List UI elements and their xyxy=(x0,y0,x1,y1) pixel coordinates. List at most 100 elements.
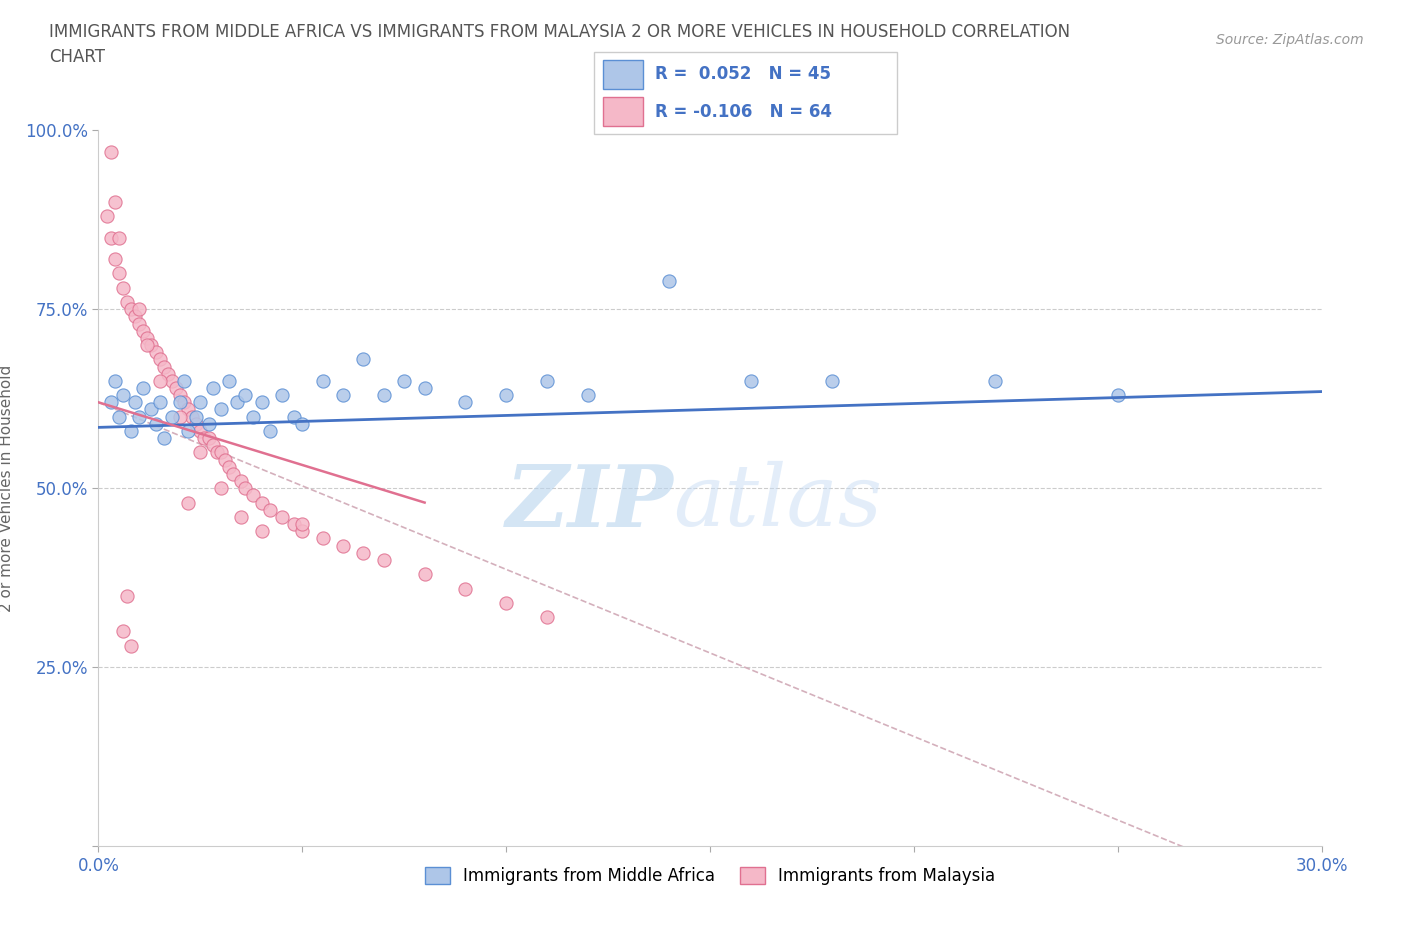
Point xyxy=(201,380,224,395)
Point xyxy=(132,324,155,339)
Point xyxy=(115,295,138,310)
Point xyxy=(145,345,167,360)
Point xyxy=(111,388,134,403)
Point xyxy=(242,409,264,424)
Point xyxy=(128,302,150,317)
Point xyxy=(188,445,212,460)
Text: R = -0.106   N = 64: R = -0.106 N = 64 xyxy=(655,103,832,121)
Point xyxy=(201,438,224,453)
Point xyxy=(209,402,232,417)
Point xyxy=(108,231,131,246)
Point xyxy=(283,517,305,532)
Point xyxy=(222,467,245,482)
Point xyxy=(165,380,187,395)
Point xyxy=(177,423,200,438)
Point xyxy=(352,545,374,560)
Text: Source: ZipAtlas.com: Source: ZipAtlas.com xyxy=(1216,33,1364,46)
Point xyxy=(152,431,174,445)
Text: R =  0.052   N = 45: R = 0.052 N = 45 xyxy=(655,65,831,83)
Bar xyxy=(603,60,643,89)
Point xyxy=(214,452,236,467)
Point xyxy=(104,252,127,267)
Point xyxy=(209,481,232,496)
Point xyxy=(413,566,436,581)
Point xyxy=(270,510,294,525)
Point xyxy=(169,395,191,410)
Point xyxy=(205,445,228,460)
Point xyxy=(173,374,195,389)
Point xyxy=(291,517,314,532)
Point xyxy=(259,423,281,438)
Point xyxy=(160,409,183,424)
Point xyxy=(149,352,172,366)
Point xyxy=(128,409,150,424)
Point xyxy=(291,417,314,432)
FancyBboxPatch shape xyxy=(593,52,897,134)
Point xyxy=(242,488,264,503)
Point xyxy=(96,208,118,223)
Point xyxy=(250,395,273,410)
Point xyxy=(332,538,354,553)
Point xyxy=(352,352,374,366)
Point xyxy=(312,531,335,546)
Bar xyxy=(603,98,643,126)
Point xyxy=(821,374,844,389)
Point xyxy=(120,302,142,317)
Point xyxy=(312,374,335,389)
Point xyxy=(111,624,134,639)
Point xyxy=(100,231,122,246)
Point xyxy=(283,409,305,424)
Point xyxy=(111,280,134,295)
Point xyxy=(209,445,232,460)
Point xyxy=(495,595,517,610)
Point xyxy=(104,374,127,389)
Point xyxy=(218,459,240,474)
Point xyxy=(188,395,212,410)
Point xyxy=(250,524,273,538)
Point xyxy=(197,417,219,432)
Point xyxy=(226,395,249,410)
Point xyxy=(108,409,131,424)
Point xyxy=(149,395,172,410)
Point xyxy=(124,395,146,410)
Point xyxy=(115,589,138,604)
Point xyxy=(536,610,558,625)
Point xyxy=(156,366,179,381)
Point xyxy=(250,495,273,510)
Point xyxy=(177,402,200,417)
Point xyxy=(186,417,208,432)
Point xyxy=(132,380,155,395)
Point xyxy=(100,395,122,410)
Point xyxy=(1107,388,1129,403)
Point xyxy=(145,417,167,432)
Point xyxy=(136,338,159,352)
Point xyxy=(141,338,163,352)
Point xyxy=(984,374,1007,389)
Point xyxy=(169,388,191,403)
Text: ZIP: ZIP xyxy=(506,461,673,544)
Point xyxy=(413,380,436,395)
Point xyxy=(160,374,183,389)
Text: IMMIGRANTS FROM MIDDLE AFRICA VS IMMIGRANTS FROM MALAYSIA 2 OR MORE VEHICLES IN : IMMIGRANTS FROM MIDDLE AFRICA VS IMMIGRA… xyxy=(49,23,1070,66)
Text: atlas: atlas xyxy=(673,461,883,544)
Point xyxy=(454,581,477,596)
Point xyxy=(373,552,395,567)
Point xyxy=(149,374,172,389)
Point xyxy=(152,359,174,374)
Point xyxy=(218,374,240,389)
Point xyxy=(169,409,191,424)
Point xyxy=(136,330,159,345)
Point xyxy=(454,395,477,410)
Point xyxy=(108,266,131,281)
Point xyxy=(100,144,122,159)
Point xyxy=(536,374,558,389)
Legend: Immigrants from Middle Africa, Immigrants from Malaysia: Immigrants from Middle Africa, Immigrant… xyxy=(418,860,1002,892)
Point xyxy=(495,388,517,403)
Point xyxy=(128,316,150,331)
Point xyxy=(124,309,146,324)
Point xyxy=(658,273,681,288)
Point xyxy=(173,395,195,410)
Point xyxy=(392,374,416,389)
Point xyxy=(233,388,256,403)
Point xyxy=(197,431,219,445)
